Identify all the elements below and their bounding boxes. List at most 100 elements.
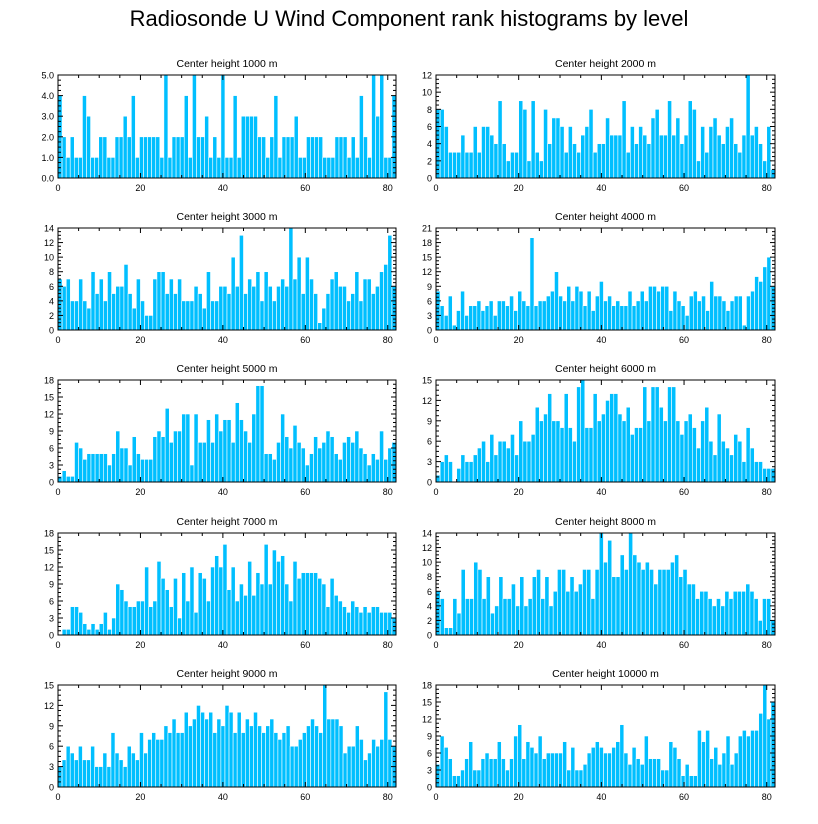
bar xyxy=(493,143,499,179)
bar xyxy=(201,307,207,331)
bar xyxy=(318,732,324,788)
bar xyxy=(243,595,248,636)
bar xyxy=(160,436,166,483)
bar xyxy=(292,561,298,636)
bar xyxy=(197,293,203,331)
bar xyxy=(61,629,67,636)
bar xyxy=(460,569,466,636)
bar xyxy=(679,434,685,483)
y-tick-label: 0 xyxy=(427,326,432,336)
bar xyxy=(712,454,718,483)
bar xyxy=(354,430,360,483)
bar xyxy=(613,134,619,179)
bar xyxy=(588,109,594,179)
bar xyxy=(147,739,152,788)
bar xyxy=(448,151,453,179)
bar xyxy=(167,157,173,179)
bar xyxy=(107,629,112,636)
bar xyxy=(488,300,494,331)
bar xyxy=(707,598,713,636)
bar xyxy=(737,151,743,179)
bar xyxy=(749,590,755,636)
bar xyxy=(634,143,639,179)
bar xyxy=(668,310,674,331)
bar xyxy=(527,598,533,636)
bar xyxy=(210,300,215,331)
x-tick-label: 80 xyxy=(383,487,393,497)
bar xyxy=(505,769,510,788)
bar xyxy=(615,741,621,788)
y-tick-label: 6 xyxy=(427,296,432,306)
bar xyxy=(136,278,141,331)
bar xyxy=(554,271,559,331)
bar xyxy=(720,143,726,179)
bar xyxy=(517,290,523,331)
bar xyxy=(148,606,154,636)
bar xyxy=(363,136,368,179)
bar xyxy=(196,705,201,788)
y-tick-label: 14 xyxy=(44,224,54,234)
panel-title: Center height 2000 m xyxy=(555,58,656,70)
y-tick-label: 5.0 xyxy=(41,71,54,81)
bar xyxy=(770,468,776,483)
bar xyxy=(189,566,195,636)
bar xyxy=(151,136,157,179)
bar xyxy=(639,764,645,788)
bar xyxy=(594,295,600,331)
bar xyxy=(208,711,214,788)
bar xyxy=(90,745,95,788)
bar xyxy=(309,453,314,483)
bar xyxy=(314,136,319,179)
bar xyxy=(188,157,193,179)
bar xyxy=(762,468,768,483)
bar xyxy=(456,468,462,483)
bar xyxy=(523,605,529,636)
bar xyxy=(656,290,661,331)
bar xyxy=(639,290,645,331)
bar xyxy=(660,285,666,331)
bar xyxy=(126,136,132,179)
bar xyxy=(754,126,759,179)
bar xyxy=(159,739,165,788)
bar xyxy=(688,295,694,331)
bar xyxy=(687,413,693,483)
bar xyxy=(297,157,303,179)
bar xyxy=(468,741,474,788)
bar xyxy=(171,136,177,179)
bar xyxy=(545,295,551,331)
bar xyxy=(745,427,751,483)
bar xyxy=(263,271,269,331)
bar xyxy=(590,310,596,331)
bar xyxy=(206,419,211,483)
bar xyxy=(652,758,657,788)
bar xyxy=(565,590,571,636)
bar xyxy=(497,440,503,483)
bar xyxy=(547,393,553,483)
y-tick-label: 9 xyxy=(49,427,54,437)
panel-6: Center height 6000 m 0 3 6 9 12 15 0 20 40 60 80 xyxy=(422,363,776,497)
bar xyxy=(717,764,723,788)
x-tick-label: 40 xyxy=(596,183,606,193)
bar xyxy=(548,605,554,636)
bar xyxy=(705,310,710,331)
bar xyxy=(277,157,283,179)
bar xyxy=(136,600,141,636)
bar xyxy=(255,271,261,331)
x-tick-label: 0 xyxy=(55,183,60,193)
bar xyxy=(144,315,149,331)
bar xyxy=(257,136,262,179)
bar xyxy=(118,759,124,788)
bar xyxy=(741,590,747,636)
y-tick-label: 3 xyxy=(49,762,54,772)
bar xyxy=(522,109,528,179)
y-tick-label: 6 xyxy=(49,597,54,607)
bar xyxy=(325,430,331,483)
bar xyxy=(590,747,596,788)
bar xyxy=(634,427,639,483)
bar xyxy=(90,623,96,636)
bar xyxy=(684,764,690,788)
x-tick-label: 80 xyxy=(762,183,772,193)
bar xyxy=(61,470,67,483)
bar xyxy=(144,566,149,636)
